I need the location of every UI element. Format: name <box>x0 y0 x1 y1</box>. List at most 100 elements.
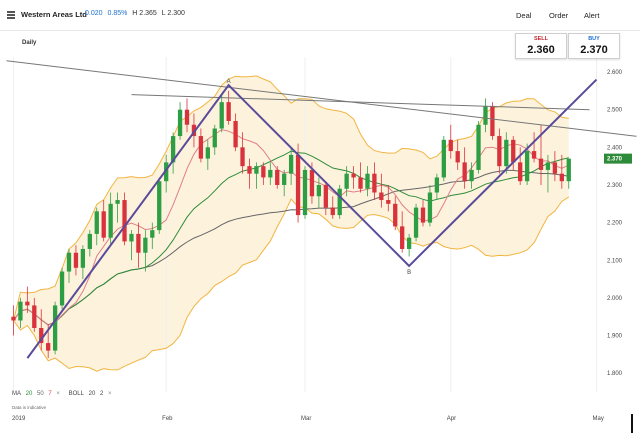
candle <box>240 132 245 174</box>
candle <box>344 166 349 197</box>
candle-body <box>531 151 537 159</box>
candle <box>365 166 370 197</box>
candle <box>379 173 384 208</box>
candle-body <box>52 305 58 351</box>
candle-body <box>39 328 44 344</box>
candle-body <box>386 200 391 204</box>
candle-body <box>469 169 474 182</box>
order-button[interactable]: Order <box>549 11 569 20</box>
candle-body <box>337 188 342 216</box>
ma-20-period[interactable]: 20 <box>25 391 33 397</box>
candle-body <box>254 166 259 174</box>
ma-50-period[interactable]: 50 <box>37 391 44 397</box>
remove-ma-icon[interactable]: × <box>56 391 60 397</box>
y-tick-label: 1.900 <box>607 334 623 340</box>
candle <box>400 211 405 253</box>
candle <box>504 132 509 174</box>
deal-button[interactable]: Deal <box>516 11 532 20</box>
bollinger-lower-line <box>13 196 570 372</box>
candle-body <box>101 211 106 238</box>
candle-body <box>25 301 30 306</box>
disclaimer-text: Data is indicative <box>12 405 47 410</box>
y-tick-label: 1.800 <box>607 371 623 377</box>
candle <box>164 154 169 193</box>
quote-stats: 0.020 0.85% H 2.365 L 2.300 <box>85 10 188 17</box>
candle <box>219 94 224 133</box>
remove-boll-icon[interactable]: × <box>107 391 112 397</box>
hamburger-menu-icon[interactable] <box>7 11 15 19</box>
candle <box>275 166 280 189</box>
candle-body <box>330 207 335 216</box>
candle <box>413 203 419 242</box>
candle-body <box>115 200 120 204</box>
candle <box>177 102 183 140</box>
candle <box>518 147 523 185</box>
candle <box>205 139 210 170</box>
candle-body <box>295 154 301 216</box>
candle-body <box>365 173 370 189</box>
candle-body <box>150 230 155 238</box>
candle <box>122 192 127 246</box>
candle <box>552 151 558 182</box>
candle <box>282 169 287 197</box>
candle <box>254 162 259 189</box>
trend-lines: AB <box>6 60 637 359</box>
candle-body <box>400 226 405 249</box>
candle-body <box>282 173 287 185</box>
candle-body <box>309 169 315 197</box>
candles <box>11 90 571 359</box>
indicator-legend: MA 20 50 7 × BOLL 20 2 × <box>12 391 115 397</box>
buy-button[interactable]: BUY 2.370 <box>568 33 620 59</box>
y-tick-label: 2.300 <box>607 183 623 189</box>
chart-grid <box>12 57 598 392</box>
candle-body <box>129 233 134 242</box>
ma-7-period[interactable]: 7 <box>48 391 52 397</box>
candle <box>511 136 516 170</box>
buy-label: BUY <box>588 36 600 42</box>
candle <box>73 245 79 276</box>
candle <box>170 132 176 174</box>
candle <box>434 173 440 201</box>
sell-label: SELL <box>533 36 549 42</box>
toolbar-divider <box>0 30 640 31</box>
candle-body <box>59 271 65 306</box>
candle <box>11 305 16 336</box>
candle-body <box>372 173 377 193</box>
candle <box>52 301 58 355</box>
candle-body <box>448 139 453 152</box>
candle-body <box>538 158 544 170</box>
boll-stddev[interactable]: 2 <box>99 391 104 397</box>
candle-body <box>302 169 308 216</box>
candle-body <box>268 169 273 178</box>
y-tick-label: 2.200 <box>607 221 623 227</box>
candle <box>80 245 86 280</box>
candle-body <box>511 139 516 163</box>
window-edge <box>631 414 633 433</box>
candle <box>261 162 266 185</box>
timeframe-label[interactable]: Daily <box>22 40 37 46</box>
candle <box>316 177 322 208</box>
candle <box>191 113 197 148</box>
sell-button[interactable]: SELL 2.360 <box>515 33 567 59</box>
candle-body <box>240 147 245 167</box>
candle-body <box>247 166 252 174</box>
candle-body <box>226 102 231 121</box>
alert-button[interactable]: Alert <box>584 11 600 20</box>
bollinger-upper-line <box>13 75 569 321</box>
candle <box>441 136 446 182</box>
candle-body <box>379 192 384 201</box>
candle-body <box>87 233 92 249</box>
candle-body <box>316 184 322 197</box>
price-change-percent: 0.85% <box>107 10 128 17</box>
sell-price: 2.360 <box>527 44 555 56</box>
candle <box>358 162 363 193</box>
axis-labels: 2.600 2.500 2.400 2.300 2.200 2.100 2.000 1.900… <box>12 70 632 422</box>
candle <box>559 154 564 189</box>
boll-period[interactable]: 20 <box>88 391 96 397</box>
candle-body <box>455 151 460 163</box>
candle <box>198 128 204 163</box>
candle-body <box>66 252 72 272</box>
candle-body <box>122 200 127 242</box>
candle <box>455 139 460 170</box>
